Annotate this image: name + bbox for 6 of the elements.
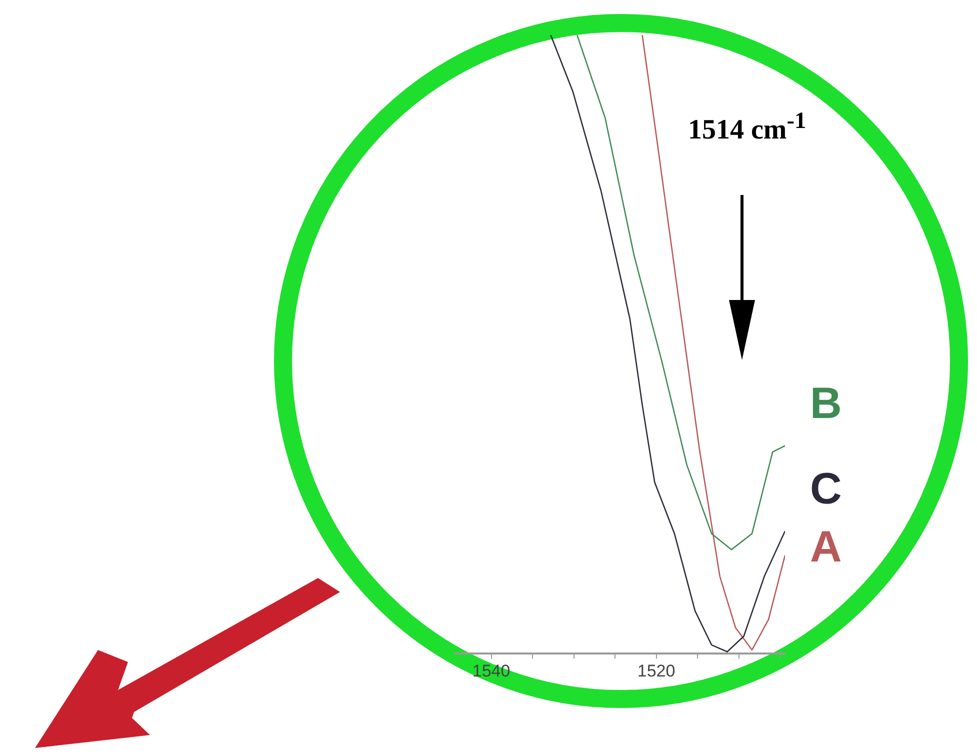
annotation: 1514 cm$^{-1}$ (688, 108, 806, 146)
series-label: A (810, 522, 842, 572)
x-tick-label: 1540 (472, 661, 510, 680)
series-label: C (810, 464, 842, 514)
x-tick-label: 1520 (637, 661, 676, 680)
series-label: B (810, 378, 842, 428)
